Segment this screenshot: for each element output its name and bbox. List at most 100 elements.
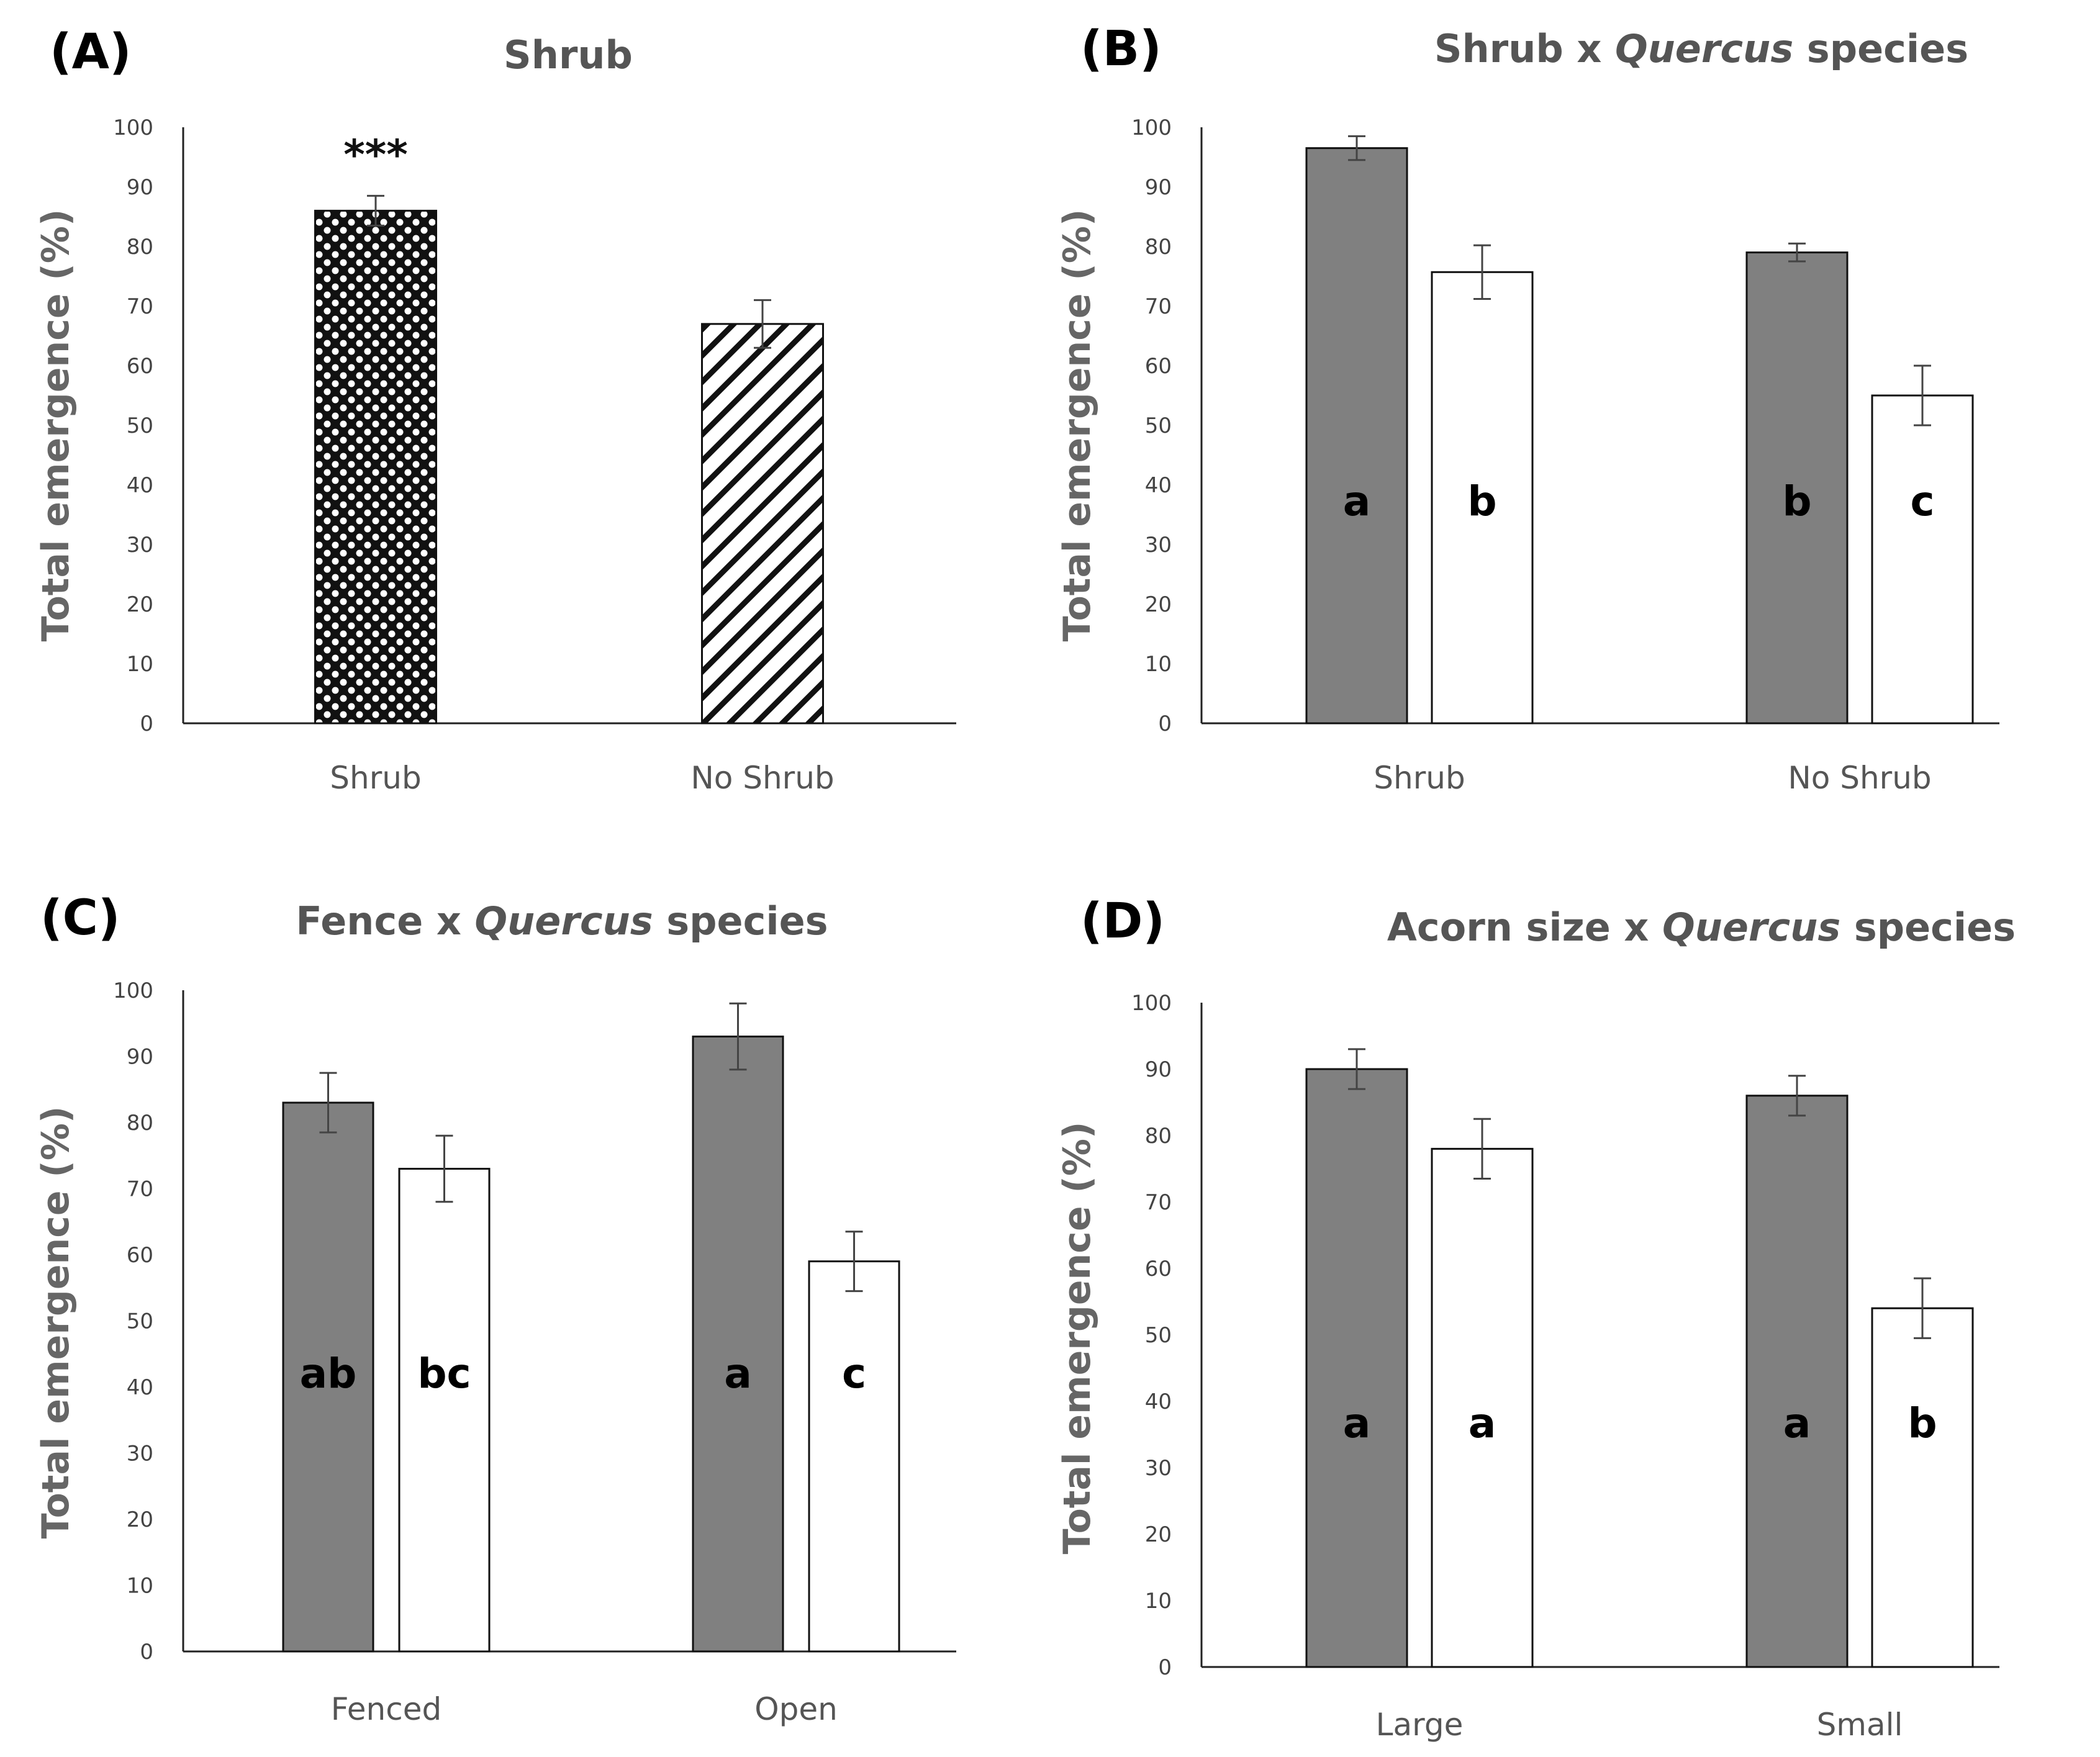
- chart-title-main: Shrub: [504, 32, 633, 78]
- bar: [1305, 1068, 1408, 1668]
- y-tick-label: 80: [127, 235, 153, 260]
- significance-letter: c: [842, 1350, 866, 1398]
- y-tick-label: 40: [127, 473, 153, 498]
- y-tick-label: 70: [127, 1177, 153, 1202]
- chart-title: Fence x Quercus species: [296, 898, 828, 944]
- y-tick-label: 40: [127, 1375, 153, 1400]
- chart-title-italic: Quercus: [1615, 26, 1793, 71]
- y-axis-label: Total emergence (%): [1056, 209, 1099, 642]
- chart-title: Shrub x Quercus species: [1434, 26, 1968, 71]
- bar: [1871, 1307, 1974, 1668]
- y-tick-label: 50: [127, 413, 153, 438]
- y-axis-label: Total emergence (%): [34, 1106, 78, 1539]
- y-tick-label: 60: [1145, 354, 1172, 379]
- y-tick-label: 30: [127, 533, 153, 558]
- significance-letter: a: [1343, 1399, 1371, 1447]
- significance-letter: b: [1908, 1399, 1937, 1447]
- y-tick-label: 10: [127, 1574, 153, 1599]
- chart-panel-d: (D) Acorn size x Quercus species Total eme…: [1056, 893, 2016, 1743]
- chart-title-italic: Quercus: [474, 898, 653, 944]
- chart-title-italic: Quercus: [1662, 905, 1840, 950]
- significance-letter: c: [1910, 477, 1934, 525]
- chart-title-rest: species: [653, 898, 828, 944]
- significance-letter: a: [724, 1350, 752, 1398]
- x-tick-label: No Shrub: [1788, 760, 1931, 796]
- y-tick-label: 20: [1145, 1522, 1172, 1547]
- chart-title-main: Fence x: [296, 898, 474, 944]
- significance-letter: a: [1783, 1399, 1811, 1447]
- y-tick-label: 50: [1145, 1323, 1172, 1348]
- y-tick-label: 90: [127, 1045, 153, 1070]
- bar: [808, 1260, 900, 1653]
- y-tick-label: 60: [127, 1243, 153, 1268]
- significance-letter: a: [1343, 477, 1371, 525]
- x-tick-label: Open: [754, 1691, 838, 1727]
- bar: [1745, 1095, 1849, 1668]
- chart-panel-b: (B) Shrub x Quercus species Total emergenc…: [1056, 21, 1999, 796]
- chart-layer: (A) Shrub Total emergence (%) 0 10 20 30 40 50 60…: [34, 21, 2016, 1743]
- bar: [314, 209, 437, 725]
- chart-title-rest: species: [1793, 26, 1968, 71]
- y-tick-label: 70: [1145, 1190, 1172, 1215]
- chart-title-main: Shrub x: [1434, 26, 1615, 71]
- y-tick-label: 50: [127, 1309, 153, 1334]
- y-tick-label: 100: [113, 115, 153, 140]
- y-tick-label: 10: [1145, 1589, 1172, 1614]
- chart-title-main: Acorn size x: [1387, 905, 1662, 950]
- y-tick-label: 80: [127, 1111, 153, 1136]
- panel-label: (A): [50, 24, 132, 80]
- y-axis-label: Total emergence (%): [1056, 1122, 1099, 1555]
- y-tick-label: 80: [1145, 235, 1172, 260]
- y-tick-label: 70: [127, 294, 153, 319]
- significance-letter: b: [1467, 477, 1496, 525]
- chart-title-rest: species: [1840, 905, 2016, 950]
- bar: [1431, 271, 1534, 725]
- y-tick-label: 30: [127, 1442, 153, 1466]
- significance-letter: bc: [417, 1350, 471, 1398]
- significance-letter: a: [1469, 1399, 1496, 1447]
- panel-label: (C): [40, 890, 120, 946]
- x-tick-label: Fenced: [331, 1691, 441, 1727]
- y-tick-label: 20: [127, 1507, 153, 1532]
- y-tick-label: 40: [1145, 473, 1172, 498]
- bar: [398, 1168, 491, 1653]
- y-tick-label: 80: [1145, 1124, 1172, 1149]
- y-tick-label: 0: [1158, 711, 1172, 736]
- y-axis-label: Total emergence (%): [34, 209, 78, 642]
- x-tick-label: Shrub: [1374, 760, 1465, 796]
- y-tick-label: 50: [1145, 413, 1172, 438]
- x-tick-label: Large: [1376, 1707, 1464, 1743]
- significance-letter: b: [1782, 477, 1811, 525]
- y-tick-label: 10: [1145, 652, 1172, 677]
- y-tick-label: 30: [1145, 1456, 1172, 1481]
- chart-title: Shrub: [504, 32, 633, 78]
- y-tick-label: 20: [1145, 592, 1172, 617]
- chart-title: Acorn size x Quercus species: [1387, 905, 2016, 950]
- y-tick-label: 90: [1145, 1057, 1172, 1082]
- panel-label: (D): [1080, 893, 1165, 949]
- chart-panel-c: (C) Fence x Quercus species Total emergenc…: [34, 890, 956, 1727]
- bar: [1745, 251, 1849, 725]
- y-tick-label: 60: [127, 354, 153, 379]
- y-tick-label: 40: [1145, 1389, 1172, 1414]
- y-tick-label: 90: [127, 175, 153, 200]
- y-tick-label: 60: [1145, 1257, 1172, 1281]
- y-tick-label: 100: [1131, 991, 1172, 1016]
- y-tick-label: 10: [127, 652, 153, 677]
- y-tick-label: 100: [113, 978, 153, 1003]
- y-tick-label: 70: [1145, 294, 1172, 319]
- chart-panel-a: (A) Shrub Total emergence (%) 0 10 20 30 40 50 60…: [34, 24, 956, 796]
- x-tick-label: Small: [1817, 1707, 1903, 1743]
- y-tick-label: 90: [1145, 175, 1172, 200]
- y-tick-label: 30: [1145, 533, 1172, 558]
- bar: [701, 323, 824, 725]
- x-tick-label: No Shrub: [690, 760, 834, 796]
- panel-label: (B): [1080, 21, 1162, 77]
- significance-stars: ***: [343, 131, 408, 179]
- y-tick-label: 0: [1158, 1655, 1172, 1680]
- y-tick-label: 0: [140, 1640, 153, 1664]
- y-tick-label: 100: [1131, 115, 1172, 140]
- significance-letter: ab: [300, 1350, 357, 1398]
- bar: [1871, 394, 1974, 725]
